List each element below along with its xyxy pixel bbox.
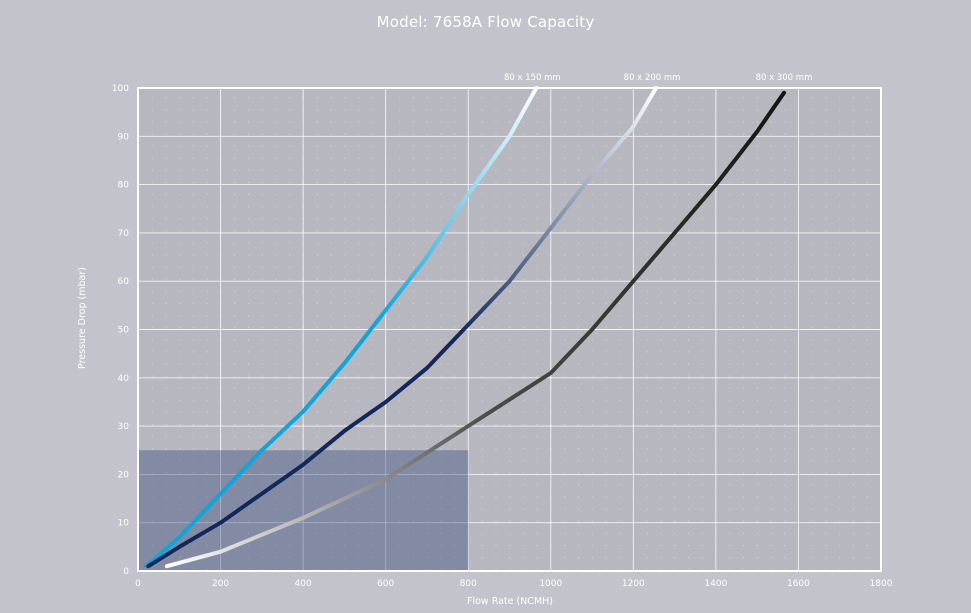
series-label: 80 x 300 mm bbox=[756, 73, 813, 83]
y-tick-label: 100 bbox=[112, 84, 129, 94]
y-tick-label: 80 bbox=[118, 181, 130, 191]
x-tick-label: 0 bbox=[135, 579, 141, 589]
x-tick-labels: 0 200 400 600 800 1000 1200 1400 1600 1800 bbox=[135, 579, 893, 589]
series-lines: 80 x 150 mm 80 x 200 mm 80 x 300 mm bbox=[144, 73, 813, 569]
y-tick-label: 20 bbox=[118, 470, 130, 480]
y-tick-label: 90 bbox=[118, 132, 130, 142]
series-label: 80 x 200 mm bbox=[624, 73, 681, 83]
x-tick-label: 200 bbox=[212, 579, 229, 589]
series-line bbox=[164, 90, 786, 569]
y-tick-label: 50 bbox=[118, 326, 130, 336]
grid-lines bbox=[138, 88, 881, 571]
y-tick-label: 70 bbox=[118, 229, 130, 239]
series-label: 80 x 150 mm bbox=[504, 73, 561, 83]
x-tick-label: 1600 bbox=[787, 579, 810, 589]
y-axis-label: Pressure Drop (mbar) bbox=[77, 267, 88, 369]
x-tick-label: 1400 bbox=[704, 579, 727, 589]
highlight-region bbox=[138, 450, 469, 571]
x-axis-label: Flow Rate (NCMH) bbox=[467, 596, 553, 607]
y-tick-label: 10 bbox=[118, 519, 130, 529]
x-tick-label: 400 bbox=[295, 579, 312, 589]
chart-title: Model: 7658A Flow Capacity bbox=[376, 13, 595, 31]
x-tick-label: 800 bbox=[460, 579, 477, 589]
series-line bbox=[146, 86, 658, 569]
x-tick-label: 1200 bbox=[622, 579, 645, 589]
y-tick-label: 0 bbox=[123, 567, 129, 577]
x-tick-label: 600 bbox=[377, 579, 394, 589]
plot-frame bbox=[137, 87, 882, 572]
y-tick-labels: 0 10 20 30 40 50 60 70 80 90 100 bbox=[112, 84, 129, 577]
y-tick-label: 30 bbox=[118, 422, 130, 432]
x-tick-label: 1000 bbox=[539, 579, 562, 589]
series-line bbox=[144, 86, 539, 569]
y-tick-label: 60 bbox=[118, 277, 130, 287]
x-tick-label: 1800 bbox=[870, 579, 893, 589]
y-tick-label: 40 bbox=[118, 374, 130, 384]
